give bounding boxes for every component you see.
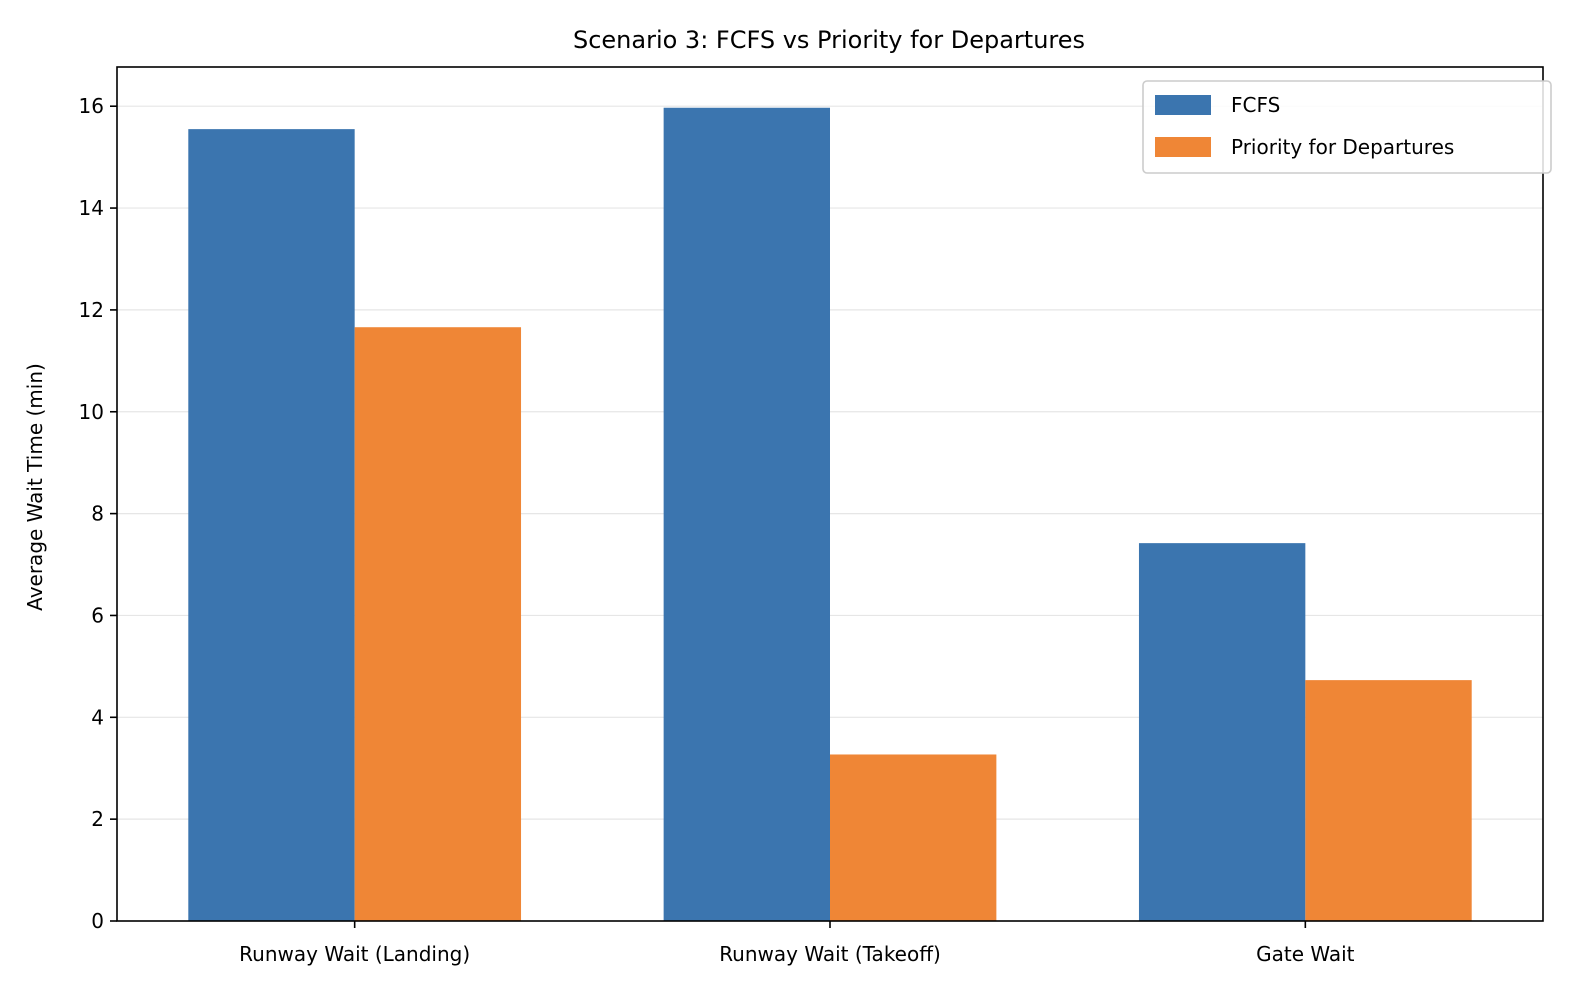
y-tick-label: 8 bbox=[91, 502, 104, 526]
y-tick-label: 4 bbox=[91, 705, 104, 729]
bar-priority-for-departures-1 bbox=[830, 754, 997, 921]
bar-fcfs-2 bbox=[1138, 543, 1306, 921]
x-tick-label: Runway Wait (Landing) bbox=[239, 942, 470, 966]
bar-fcfs-0 bbox=[188, 129, 355, 921]
legend-swatch bbox=[1155, 95, 1211, 115]
bar-priority-for-departures-2 bbox=[1305, 680, 1472, 921]
plot-frame bbox=[116, 66, 1544, 922]
legend-label: FCFS bbox=[1231, 93, 1280, 117]
y-axis-label: Average Wait Time (min) bbox=[23, 363, 47, 611]
x-tick-label: Gate Wait bbox=[1256, 942, 1355, 966]
y-tick-label: 14 bbox=[79, 196, 104, 220]
y-tick-label: 12 bbox=[79, 298, 104, 322]
y-tick-label: 16 bbox=[79, 94, 104, 118]
legend-label: Priority for Departures bbox=[1231, 135, 1454, 159]
bars bbox=[188, 107, 1472, 921]
legend-swatch bbox=[1155, 137, 1211, 157]
y-tick-label: 10 bbox=[79, 400, 104, 424]
chart-title: Scenario 3: FCFS vs Priority for Departu… bbox=[573, 26, 1085, 54]
y-tick-label: 6 bbox=[91, 603, 104, 627]
bar-fcfs-1 bbox=[663, 107, 830, 921]
x-tick-label: Runway Wait (Takeoff) bbox=[719, 942, 941, 966]
axis-ticks: 0 2 4 6 8 10 12 14 16 Runway Wait (Landing) Runway… bbox=[79, 94, 1355, 966]
bar-priority-for-departures-0 bbox=[354, 327, 522, 921]
legend: FCFS Priority for Departures bbox=[1142, 80, 1552, 174]
legend-frame bbox=[1142, 80, 1552, 174]
y-tick-label: 2 bbox=[91, 807, 104, 831]
y-tick-label: 0 bbox=[91, 909, 104, 933]
